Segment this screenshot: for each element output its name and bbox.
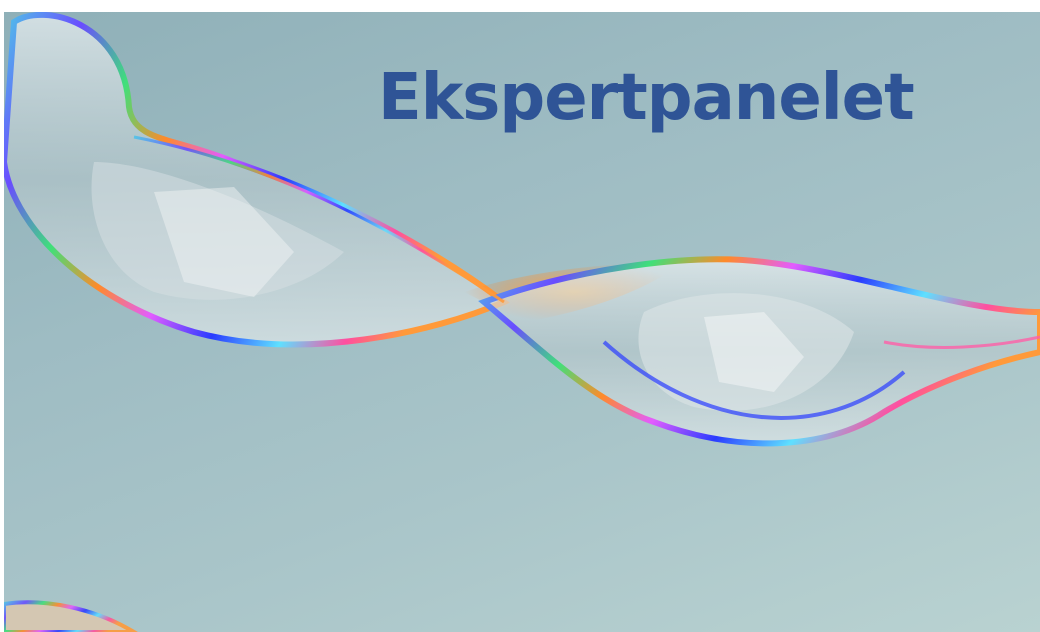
ribbon-edge: [133, 135, 505, 304]
ribbon-reflection: [154, 187, 294, 297]
ribbon-reflection: [91, 162, 344, 300]
ribbon-edge: [883, 335, 1040, 349]
hero-banner: Ekspertpanelet: [4, 12, 1040, 632]
iridescent-ribbon-image: [4, 12, 1040, 632]
ribbon-fragment: [4, 600, 138, 632]
page-title: Ekspertpanelet: [378, 61, 915, 135]
ribbon-edge: [602, 340, 906, 420]
ribbon-reflection: [704, 312, 804, 392]
